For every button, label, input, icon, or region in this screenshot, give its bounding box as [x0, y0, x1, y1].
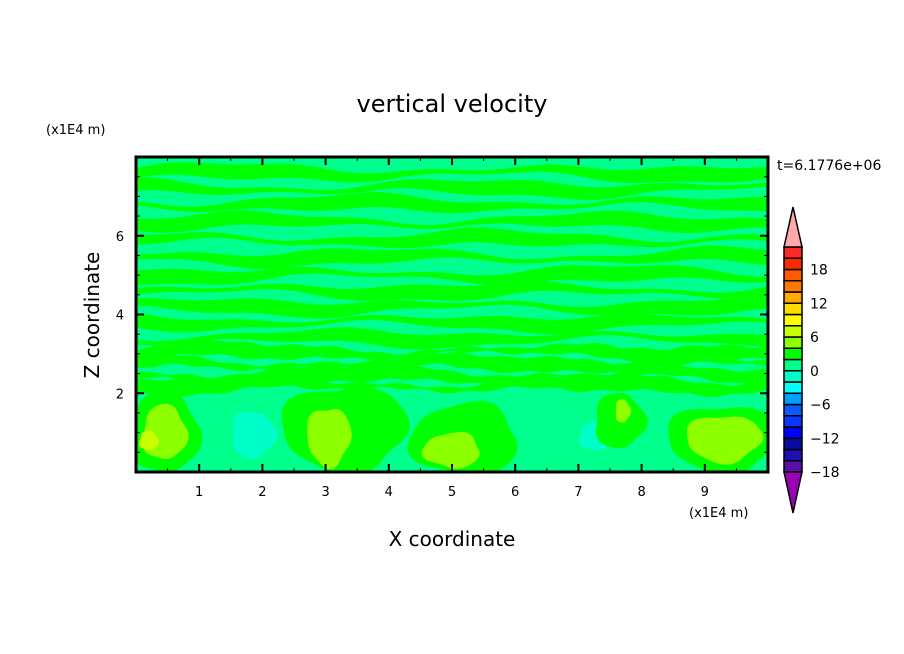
colorbar-label: −12	[810, 431, 840, 447]
colorbar-label: 0	[810, 364, 819, 380]
colorbar-box	[783, 403, 803, 417]
contour-band	[136, 227, 768, 249]
colorbar: 18 12 6 0 −6 −12 −18	[783, 206, 840, 514]
x-tick-label: 2	[258, 485, 266, 500]
colorbar-box	[783, 302, 803, 316]
colorbar-max-triangle	[783, 206, 803, 248]
x-tick-label: 3	[321, 485, 329, 500]
colorbar-label: 18	[810, 263, 828, 279]
chart-title: vertical velocity	[357, 90, 548, 118]
colorbar-box	[783, 437, 803, 451]
colorbar-box	[783, 246, 803, 259]
contour-band	[136, 280, 768, 301]
colorbar-box	[783, 268, 803, 282]
y-tick-label: 6	[116, 230, 124, 245]
contour-band	[136, 162, 768, 184]
colorbar-box	[783, 381, 803, 394]
contour-band	[136, 245, 768, 270]
x-tick-label: 4	[385, 485, 393, 500]
contour-band	[136, 192, 768, 214]
x-tick-label: 1	[195, 485, 203, 500]
contour-band	[136, 176, 768, 200]
colorbar-box	[783, 426, 803, 439]
colorbar-box	[783, 325, 803, 338]
y-tick-label: 2	[116, 387, 124, 402]
contour-blob	[421, 431, 480, 469]
time-label: t=6.1776e+06	[777, 158, 881, 174]
contour-blob	[686, 416, 764, 465]
contour-band	[136, 373, 768, 398]
colorbar-box	[783, 392, 803, 406]
colorbar-label: −6	[810, 398, 831, 414]
x-tick-label: 6	[511, 485, 519, 500]
contour-band	[136, 338, 768, 365]
x-tick-label: 9	[701, 485, 709, 500]
colorbar-box	[783, 448, 803, 462]
colorbar-box	[783, 336, 803, 349]
y-tick-label: 4	[116, 309, 124, 324]
contour-blob	[307, 408, 352, 470]
contour-band	[136, 210, 768, 233]
contour-band	[136, 265, 768, 286]
y-axis-label: Z coordinate	[80, 252, 104, 379]
contour-band	[136, 352, 768, 374]
colorbar-box	[783, 370, 803, 383]
colorbar-box	[783, 460, 803, 473]
contour-field	[136, 157, 768, 472]
x-tick-label: 5	[448, 485, 456, 500]
y-unit-label: (x1E4 m)	[46, 123, 105, 138]
colorbar-label: 12	[810, 296, 828, 312]
colorbar-box	[783, 358, 803, 372]
colorbar-box	[783, 415, 803, 428]
x-unit-label: (x1E4 m)	[689, 506, 748, 521]
contour-band	[136, 294, 768, 319]
contour-band	[136, 312, 768, 335]
contour-blob	[232, 411, 278, 460]
contour-blob	[138, 430, 159, 450]
contour-band	[136, 327, 768, 350]
contour-blob	[615, 399, 632, 423]
colorbar-box	[783, 257, 803, 271]
x-tick-label: 8	[637, 485, 645, 500]
axis-ticks	[136, 157, 768, 472]
colorbar-box	[783, 291, 803, 304]
colorbar-box	[783, 313, 803, 327]
colorbar-label: −18	[810, 465, 840, 481]
colorbar-box	[783, 347, 803, 361]
contour-band	[136, 364, 768, 386]
x-axis-label: X coordinate	[389, 527, 516, 551]
colorbar-box	[783, 280, 803, 293]
colorbar-label: 6	[810, 330, 819, 346]
x-tick-label: 7	[574, 485, 582, 500]
colorbar-min-triangle	[783, 471, 803, 514]
